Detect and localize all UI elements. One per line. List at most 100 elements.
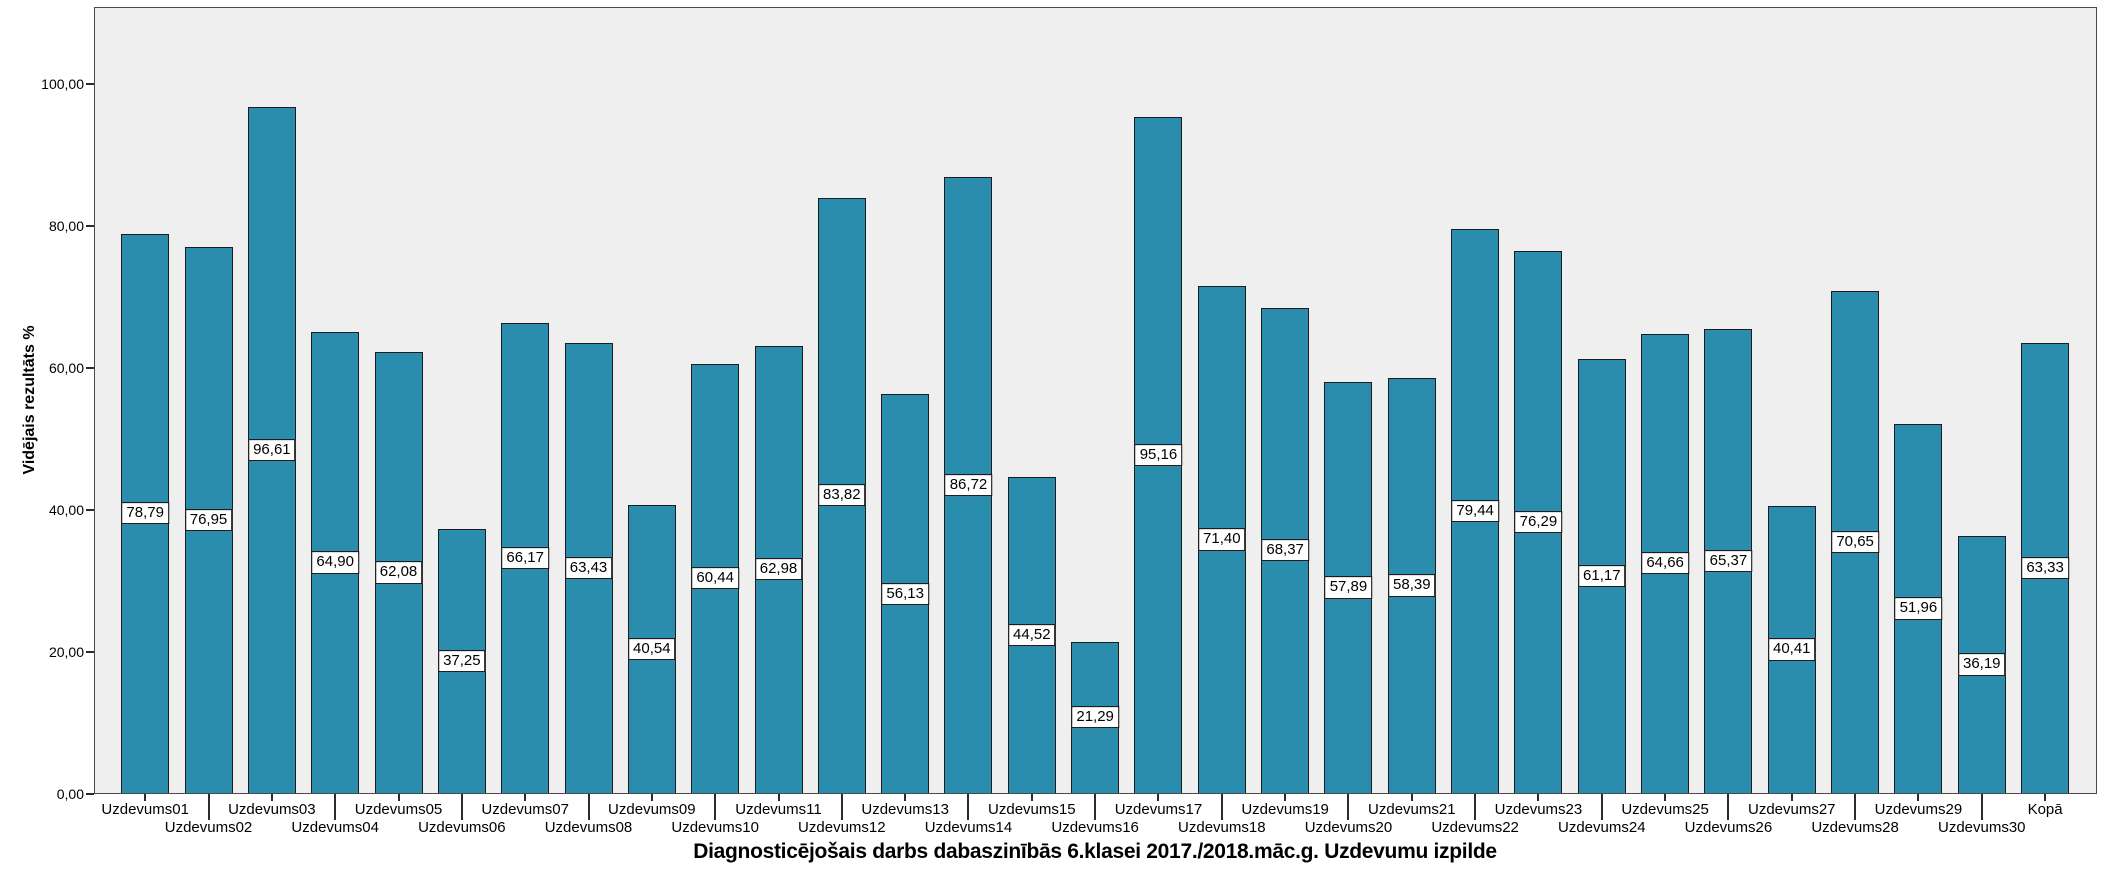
x-axis-label: Uzdevums17 bbox=[1114, 801, 1203, 818]
x-axis-tick bbox=[650, 794, 653, 801]
x-axis-label: Uzdevums08 bbox=[544, 819, 633, 836]
bar-value-label: 44,52 bbox=[1008, 623, 1056, 647]
bar-value-label: 62,98 bbox=[754, 558, 803, 581]
bar-value-label: 51,96 bbox=[1894, 597, 1943, 620]
bar-value-label: 96,61 bbox=[248, 438, 296, 462]
x-axis-tick bbox=[967, 794, 970, 820]
bar-value-label: 37,25 bbox=[438, 649, 486, 672]
x-axis-label: Kopā bbox=[2027, 801, 2063, 818]
bar-value-label: 76,29 bbox=[1514, 511, 1563, 534]
bar-value-label: 64,90 bbox=[311, 551, 359, 574]
y-axis-tick-label: 80,00 bbox=[48, 218, 84, 234]
y-axis-tick bbox=[86, 367, 94, 369]
x-axis-label: Uzdevums19 bbox=[1241, 801, 1329, 818]
x-axis-label: Uzdevums13 bbox=[861, 801, 949, 818]
x-axis-tick bbox=[397, 794, 400, 801]
x-axis-label: Uzdevums25 bbox=[1621, 801, 1709, 818]
x-axis-tick bbox=[1347, 794, 1350, 820]
plot-area: 78,79 76,95 96,61 64,90 62,08 37,25 66,17 63,43… bbox=[94, 7, 2097, 794]
y-axis-tick-label: 20,00 bbox=[48, 644, 84, 660]
bar-value-label: 86,72 bbox=[944, 474, 993, 497]
x-axis-label: Uzdevums20 bbox=[1304, 819, 1393, 836]
x-axis-tick bbox=[2044, 794, 2047, 801]
x-axis-tick bbox=[1284, 794, 1287, 801]
x-axis-tick bbox=[207, 794, 210, 820]
x-axis-label: Uzdevums11 bbox=[735, 801, 822, 818]
bar-value-label: 64,66 bbox=[1641, 552, 1689, 575]
x-axis-label: Uzdevums01 bbox=[101, 801, 189, 818]
bar-value-label: 21,29 bbox=[1071, 706, 1119, 729]
y-axis-tick bbox=[86, 793, 94, 795]
x-axis-tick bbox=[334, 794, 337, 820]
bar-value-label: 79,44 bbox=[1451, 499, 1499, 523]
bar-value-label: 57,89 bbox=[1324, 576, 1373, 599]
x-axis-tick bbox=[777, 794, 780, 801]
x-axis-label: Uzdevums29 bbox=[1874, 801, 1963, 818]
bar-value-label: 36,19 bbox=[1957, 653, 2006, 676]
chart-title: Diagnosticējošais darbs dabaszinībās 6.k… bbox=[693, 840, 1497, 863]
y-axis-tick-label: 40,00 bbox=[48, 502, 84, 518]
x-axis-label: Uzdevums16 bbox=[1051, 819, 1139, 836]
x-axis-label: Uzdevums14 bbox=[924, 819, 1013, 836]
bar-value-label: 71,40 bbox=[1198, 528, 1246, 551]
x-axis-label: Uzdevums24 bbox=[1558, 819, 1646, 836]
x-axis-label: Uzdevums27 bbox=[1747, 801, 1836, 818]
x-axis-label: Uzdevums03 bbox=[228, 801, 316, 818]
x-axis-tick bbox=[904, 794, 907, 801]
x-axis-label: Uzdevums02 bbox=[164, 819, 253, 836]
x-axis-tick bbox=[1917, 794, 1920, 801]
x-axis-label: Uzdevums06 bbox=[418, 819, 506, 836]
x-axis-label: Uzdevums05 bbox=[354, 801, 443, 818]
x-axis-label: Uzdevums07 bbox=[481, 801, 569, 818]
bar-value-label: 40,41 bbox=[1767, 638, 1816, 661]
x-axis-tick bbox=[587, 794, 590, 820]
bar-value-label: 63,33 bbox=[2021, 557, 2069, 580]
y-axis-tick-label: 100,00 bbox=[41, 76, 84, 92]
bar-value-label: 40,54 bbox=[628, 637, 676, 661]
bar-value-label: 78,79 bbox=[121, 502, 169, 525]
y-axis-tick bbox=[86, 651, 94, 653]
x-axis-label: Uzdevums28 bbox=[1811, 819, 1899, 836]
y-axis-tick bbox=[86, 509, 94, 511]
bar-value-label: 61,17 bbox=[1578, 564, 1626, 587]
x-axis-label: Uzdevums23 bbox=[1494, 801, 1583, 818]
bar-value-label: 60,44 bbox=[691, 567, 739, 590]
bar-value-label: 70,65 bbox=[1831, 531, 1879, 554]
x-axis-tick bbox=[270, 794, 273, 801]
bar-value-label: 65,37 bbox=[1704, 549, 1753, 573]
x-axis-label: Uzdevums15 bbox=[988, 801, 1076, 818]
x-axis-tick bbox=[1790, 794, 1793, 801]
x-axis-tick bbox=[1474, 794, 1477, 820]
x-axis-tick bbox=[1220, 794, 1223, 820]
x-axis-tick bbox=[1157, 794, 1160, 801]
x-axis-label: Uzdevums18 bbox=[1178, 819, 1266, 836]
x-axis-tick bbox=[840, 794, 843, 820]
x-axis-tick bbox=[524, 794, 527, 801]
x-axis-label: Uzdevums21 bbox=[1368, 801, 1456, 818]
x-axis-tick bbox=[1094, 794, 1097, 820]
x-axis-label: Uzdevums22 bbox=[1431, 819, 1519, 836]
x-axis-label: Uzdevums09 bbox=[608, 801, 696, 818]
y-axis-tick bbox=[86, 225, 94, 227]
x-axis-tick bbox=[144, 794, 147, 801]
x-axis-tick bbox=[1664, 794, 1667, 801]
x-axis-tick bbox=[1727, 794, 1730, 820]
x-axis-tick bbox=[1410, 794, 1413, 801]
x-axis-tick bbox=[1600, 794, 1603, 820]
y-axis-title: Vidējais rezultāts % bbox=[21, 325, 38, 475]
x-axis-tick bbox=[1854, 794, 1857, 820]
x-axis-tick bbox=[460, 794, 463, 820]
bar-value-label: 66,17 bbox=[501, 546, 549, 570]
bar-value-label: 83,82 bbox=[818, 484, 866, 507]
bar-value-label: 95,16 bbox=[1134, 444, 1183, 467]
y-axis-tick bbox=[86, 83, 94, 85]
x-axis-label: Uzdevums30 bbox=[1937, 819, 2026, 836]
bar-value-label: 68,37 bbox=[1261, 539, 1309, 562]
y-axis-tick-label: 60,00 bbox=[48, 360, 84, 376]
y-axis-tick-label: 0,00 bbox=[56, 786, 84, 802]
bar-value-label: 56,13 bbox=[881, 582, 929, 605]
x-axis-tick bbox=[1030, 794, 1033, 801]
x-axis-tick bbox=[714, 794, 717, 820]
bar-value-label: 58,39 bbox=[1388, 574, 1436, 597]
